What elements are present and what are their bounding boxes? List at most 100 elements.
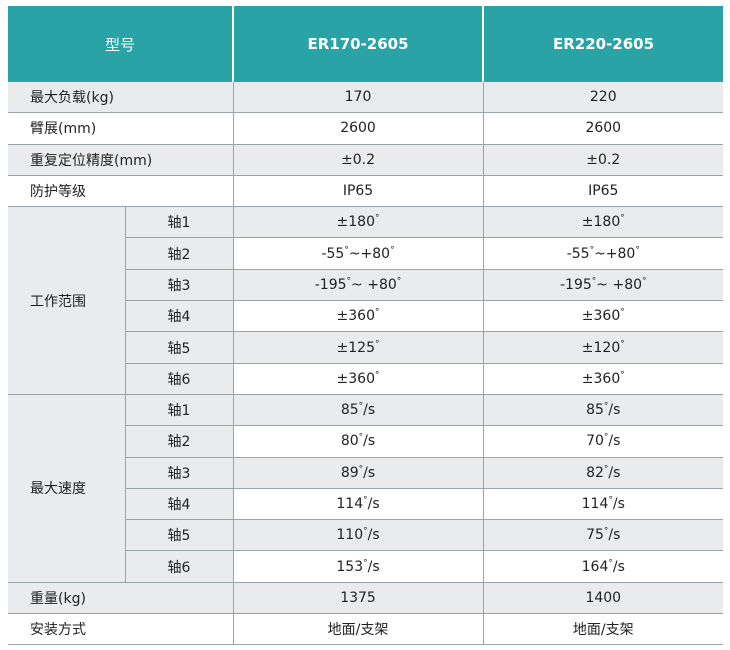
cell-value: ±0.2 xyxy=(483,144,724,176)
cell-value: ±125° xyxy=(233,331,484,364)
degree-mark: ° xyxy=(603,526,609,537)
degree-mark: ° xyxy=(603,432,609,443)
table-row: 安装方式 地面/支架 地面/支架 xyxy=(8,613,724,646)
axis-label: 轴6 xyxy=(125,550,234,583)
degree-mark: ° xyxy=(363,495,368,506)
table-row: 最大负载(kg) 170 220 xyxy=(8,82,724,114)
degree-mark: ° xyxy=(374,370,380,381)
cell-value: 164°/s xyxy=(483,550,724,583)
cell-value: 110°/s xyxy=(233,519,484,552)
degree-mark: ° xyxy=(363,557,368,568)
degree-mark: ° xyxy=(642,276,647,287)
table-row: 轴4 114°/s 114°/s xyxy=(8,488,724,521)
cell-value: 80°/s xyxy=(233,425,484,458)
table-row: 轴5 110°/s 75°/s xyxy=(8,519,724,552)
cell-value: ±120° xyxy=(483,331,724,364)
table-row: 轴3 -195°~ +80° -195°~ +80° xyxy=(8,269,724,302)
group-label-work-range: 工作范围 xyxy=(8,206,126,395)
axis-label: 轴4 xyxy=(125,488,234,521)
degree-mark: ° xyxy=(620,370,625,381)
cell-value: 220 xyxy=(483,82,724,114)
cell-value: -55°~+80° xyxy=(233,237,484,270)
cell-value: 地面/支架 xyxy=(483,613,724,646)
table-row: 重量(kg) 1375 1400 xyxy=(8,582,724,615)
degree-mark: ° xyxy=(374,213,380,224)
degree-mark: ° xyxy=(589,244,595,255)
cell-value: 2600 xyxy=(483,112,724,145)
degree-mark: ° xyxy=(363,526,368,537)
axis-label: 轴3 xyxy=(125,269,234,302)
degree-mark: ° xyxy=(346,276,352,287)
axis-label: 轴3 xyxy=(125,457,234,489)
axis-label: 轴1 xyxy=(125,394,234,427)
cell-value: 75°/s xyxy=(483,519,724,552)
row-label: 防护等级 xyxy=(8,175,234,208)
degree-mark: ° xyxy=(390,244,395,255)
table-row: 轴5 ±125° ±120° xyxy=(8,331,724,364)
cell-value: 70°/s xyxy=(483,425,724,458)
degree-mark: ° xyxy=(620,307,625,318)
cell-value: 1375 xyxy=(233,582,484,615)
table-row: 轴3 89°/s 82°/s xyxy=(8,457,724,489)
degree-mark: ° xyxy=(620,338,625,349)
spec-table-container: 型号 ER170-2605 ER220-2605 最大负载(kg) 170 22… xyxy=(8,6,724,646)
table-row: 工作范围 轴1 ±180° ±180° xyxy=(8,206,724,395)
degree-mark: ° xyxy=(396,276,402,287)
cell-value: 170 xyxy=(233,82,484,114)
degree-mark: ° xyxy=(374,307,380,318)
spec-table: 型号 ER170-2605 ER220-2605 最大负载(kg) 170 22… xyxy=(8,6,724,646)
cell-value: 地面/支架 xyxy=(233,613,484,646)
model-header-2: ER220-2605 xyxy=(483,6,724,82)
degree-mark: ° xyxy=(603,401,609,412)
cell-value: -195°~ +80° xyxy=(233,269,484,302)
cell-value: 1400 xyxy=(483,582,724,615)
degree-mark: ° xyxy=(374,338,380,349)
cell-value: 114°/s xyxy=(483,488,724,521)
cell-value: 2600 xyxy=(233,112,484,145)
table-row: 轴4 ±360° ±360° xyxy=(8,300,724,333)
axis-label: 轴1 xyxy=(125,206,234,239)
axis-label: 轴2 xyxy=(125,237,234,270)
cell-value: 85°/s xyxy=(483,394,724,427)
cell-value: ±360° xyxy=(233,363,484,395)
cell-value: 114°/s xyxy=(233,488,484,521)
table-body: 最大负载(kg) 170 220 臂展(mm) 2600 2600 重复定位精度… xyxy=(8,82,724,646)
degree-mark: ° xyxy=(620,213,625,224)
cell-value: ±360° xyxy=(233,300,484,333)
cell-value: -55°~+80° xyxy=(483,237,724,270)
table-row: 轴6 153°/s 164°/s xyxy=(8,550,724,583)
row-label: 最大负载(kg) xyxy=(8,82,234,114)
cell-value: 153°/s xyxy=(233,550,484,583)
degree-mark: ° xyxy=(635,244,640,255)
degree-mark: ° xyxy=(358,432,364,443)
axis-label: 轴5 xyxy=(125,331,234,364)
degree-mark: ° xyxy=(603,464,609,475)
degree-mark: ° xyxy=(358,464,364,475)
cell-value: ±180° xyxy=(233,206,484,239)
axis-label: 轴5 xyxy=(125,519,234,552)
group-label-max-speed: 最大速度 xyxy=(8,394,126,583)
cell-value: IP65 xyxy=(483,175,724,208)
cell-value: 89°/s xyxy=(233,457,484,489)
table-row: 轴2 -55°~+80° -55°~+80° xyxy=(8,237,724,270)
cell-value: -195°~ +80° xyxy=(483,269,724,302)
degree-mark: ° xyxy=(608,557,613,568)
axis-label: 轴2 xyxy=(125,425,234,458)
cell-value: IP65 xyxy=(233,175,484,208)
row-label: 重复定位精度(mm) xyxy=(8,144,234,176)
cell-value: 85°/s xyxy=(233,394,484,427)
row-label: 臂展(mm) xyxy=(8,112,234,145)
row-label: 重量(kg) xyxy=(8,582,234,615)
table-row: 轴6 ±360° ±360° xyxy=(8,363,724,395)
cell-value: ±360° xyxy=(483,300,724,333)
degree-mark: ° xyxy=(344,244,349,255)
table-row: 重复定位精度(mm) ±0.2 ±0.2 xyxy=(8,144,724,176)
axis-label: 轴4 xyxy=(125,300,234,333)
axis-label: 轴6 xyxy=(125,363,234,395)
degree-mark: ° xyxy=(591,276,597,287)
cell-value: 82°/s xyxy=(483,457,724,489)
cell-value: ±0.2 xyxy=(233,144,484,176)
degree-mark: ° xyxy=(358,401,364,412)
table-row: 轴2 80°/s 70°/s xyxy=(8,425,724,458)
row-label: 安装方式 xyxy=(8,613,234,646)
